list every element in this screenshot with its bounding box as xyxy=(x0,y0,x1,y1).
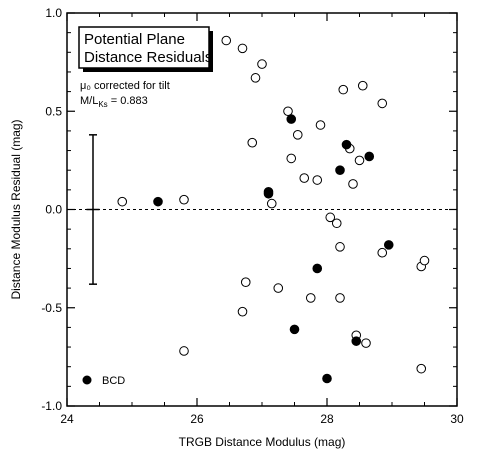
data-point xyxy=(419,255,430,266)
annotation-ml-label: M/L xyxy=(80,95,98,107)
error-bar xyxy=(86,134,100,285)
chart-title-line-2: Distance Residuals xyxy=(84,49,212,66)
legend-marker-filled xyxy=(82,375,92,385)
data-point xyxy=(361,338,371,348)
data-point xyxy=(315,120,326,130)
data-point-bcd xyxy=(286,114,297,124)
data-point xyxy=(416,363,427,374)
data-point xyxy=(257,59,267,69)
data-point xyxy=(312,175,323,185)
annotation-mass-to-light: M/LKs = 0.883 xyxy=(80,95,148,109)
x-tick-label: 30 xyxy=(450,412,464,426)
data-point xyxy=(299,173,310,183)
annotation-ml-value: = 0.883 xyxy=(108,95,148,107)
x-axis-label: TRGB Distance Modulus (mag) xyxy=(179,435,346,449)
data-point xyxy=(335,293,345,303)
y-tick-label: -1.0 xyxy=(41,399,62,413)
title-box-frame xyxy=(78,26,210,69)
y-tick-label: 0.5 xyxy=(45,104,62,118)
data-point-bcd xyxy=(263,188,274,199)
data-point-bcd xyxy=(341,139,352,150)
data-point xyxy=(237,43,248,54)
data-point xyxy=(331,218,342,229)
annotation-ml-subscript: Ks xyxy=(98,100,107,109)
x-tick-label: 28 xyxy=(320,412,334,426)
data-point-bcd xyxy=(383,240,394,250)
data-point xyxy=(250,73,261,83)
data-point-bcd xyxy=(322,373,332,384)
data-point xyxy=(240,277,251,288)
data-point xyxy=(292,130,303,140)
y-tick-label: 0.0 xyxy=(45,203,62,217)
data-point xyxy=(273,283,284,293)
data-point-bcd xyxy=(364,151,375,162)
data-point xyxy=(305,293,316,303)
y-tick-label: 1.0 xyxy=(45,6,62,20)
data-point xyxy=(357,80,368,91)
legend: BCD xyxy=(82,375,125,387)
data-point-bcd xyxy=(289,324,300,335)
data-point xyxy=(338,84,349,95)
data-point xyxy=(266,198,277,209)
data-point-bcd xyxy=(153,196,163,207)
data-point xyxy=(247,137,258,148)
data-point xyxy=(237,306,248,317)
data-point xyxy=(354,155,365,166)
ticks-layer: 24 26 28 30 -1.0 -0.5 0.0 0.5 1.0 xyxy=(41,6,464,426)
data-point xyxy=(283,106,293,117)
data-point xyxy=(286,153,297,164)
y-axis-label: Distance Modulus Residual (mag) xyxy=(9,119,23,299)
data-point xyxy=(335,242,345,252)
data-points xyxy=(117,35,430,384)
chart-title-line-1: Potential Plane xyxy=(84,31,185,48)
data-point-bcd xyxy=(312,263,323,274)
y-tick-label: -0.5 xyxy=(41,301,62,315)
data-point xyxy=(117,196,128,207)
legend-label: BCD xyxy=(102,375,125,387)
annotation-tilt-correction: μ₀ corrected for tilt xyxy=(80,80,170,92)
data-point xyxy=(348,179,358,189)
data-point xyxy=(179,194,189,205)
data-point xyxy=(377,98,388,109)
data-point xyxy=(179,346,189,356)
data-point xyxy=(221,35,232,46)
data-point xyxy=(377,247,388,258)
data-point-bcd xyxy=(351,336,362,346)
x-tick-label: 26 xyxy=(190,412,204,426)
x-tick-label: 24 xyxy=(60,412,74,426)
data-point xyxy=(325,212,336,223)
chart-title-box: Potential Plane Distance Residuals xyxy=(78,26,213,72)
data-point-bcd xyxy=(335,165,345,175)
